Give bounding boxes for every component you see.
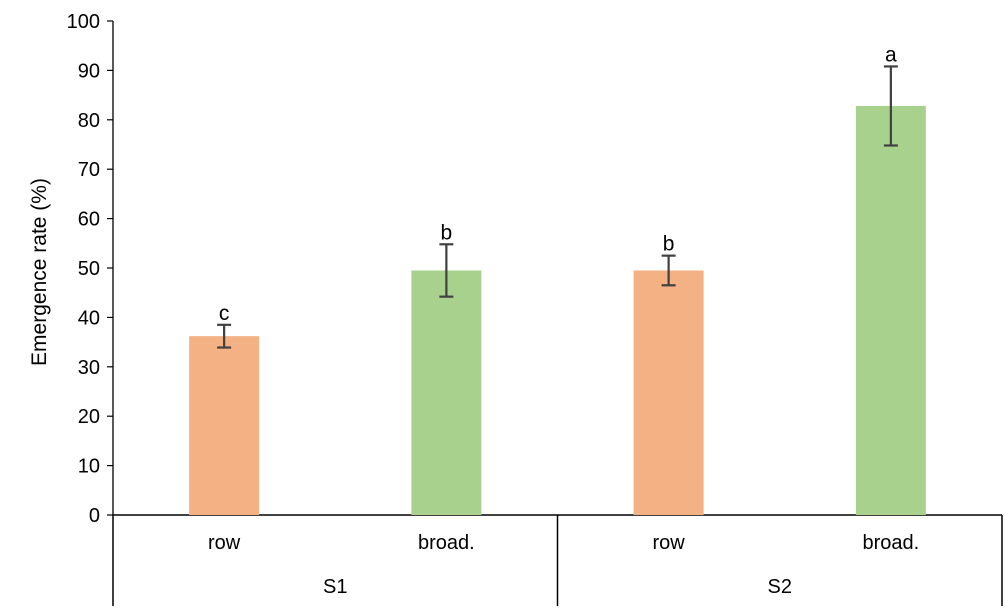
bar [189, 336, 260, 515]
bar [855, 105, 926, 515]
y-tick-label: 0 [89, 505, 100, 527]
significance-letter: c [219, 302, 230, 325]
y-tick-label: 60 [78, 209, 100, 231]
significance-letter: b [441, 221, 453, 244]
category-label: broad. [863, 532, 920, 554]
category-label: row [653, 532, 686, 554]
axes: 0 10 20 30 40 50 60 70 80 90 100 [67, 11, 1003, 606]
y-tick-label: 40 [78, 307, 100, 329]
y-tick-label: 20 [78, 406, 100, 428]
y-tick-label: 30 [78, 357, 100, 379]
y-tick-label: 80 [78, 110, 100, 132]
labels: S1 row broad. S2 row broad. c b b a [208, 43, 919, 598]
y-tick-label: 100 [67, 11, 100, 33]
bar [411, 270, 482, 515]
significance-letter: b [663, 233, 675, 256]
bars [189, 65, 926, 515]
y-axis-title-group: Emergence rate (%) [28, 178, 51, 366]
y-tick-label: 70 [78, 159, 100, 181]
group-label: S2 [768, 576, 792, 598]
group-label: S1 [323, 576, 347, 598]
y-tick-label: 10 [78, 456, 100, 478]
y-tick-label: 90 [78, 60, 100, 82]
bar [633, 270, 704, 515]
category-label: broad. [418, 532, 475, 554]
y-axis-title: Emergence rate (%) [28, 178, 51, 366]
significance-letter: a [885, 43, 897, 66]
category-label: row [208, 532, 241, 554]
y-tick-label: 50 [78, 258, 100, 280]
